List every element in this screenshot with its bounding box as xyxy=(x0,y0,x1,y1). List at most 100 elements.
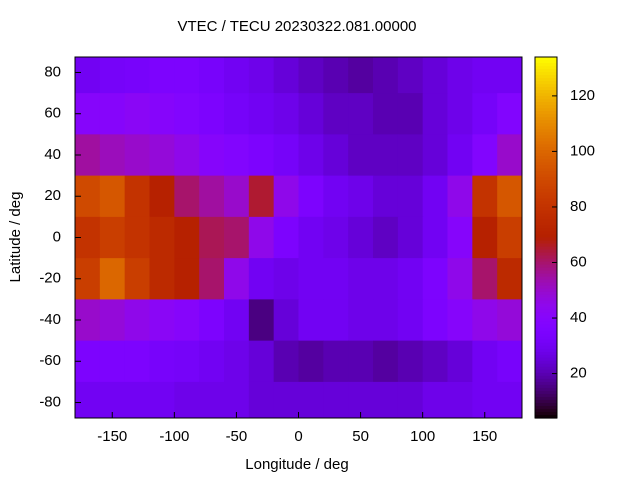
colorbar-band xyxy=(535,411,557,416)
heat-cell xyxy=(75,57,101,94)
heat-cell xyxy=(323,216,349,259)
x-tick-label: -150 xyxy=(97,428,127,445)
heat-cell xyxy=(149,299,175,342)
colorbar-band xyxy=(535,315,557,320)
heat-cell xyxy=(348,381,374,418)
heat-cell xyxy=(472,134,498,177)
heat-cell xyxy=(199,340,225,383)
heat-cell xyxy=(447,57,473,94)
colorbar-band xyxy=(535,345,557,350)
colorbar-band xyxy=(535,243,557,248)
heat-cell xyxy=(497,299,522,342)
heat-cell xyxy=(472,258,498,300)
heat-cell xyxy=(422,175,448,218)
heat-cell xyxy=(348,134,374,177)
y-tick-label: -80 xyxy=(39,393,61,410)
colorbar-band xyxy=(535,63,557,67)
heat-cell xyxy=(273,216,299,259)
heat-cell xyxy=(248,299,275,342)
heat-cell xyxy=(373,258,399,300)
heat-cell xyxy=(124,381,150,418)
heat-cell xyxy=(422,340,448,383)
heat-cell xyxy=(397,258,424,300)
heat-cell xyxy=(447,93,473,135)
colorbar-band xyxy=(535,162,557,166)
colorbar-band xyxy=(535,324,557,329)
heat-cell xyxy=(373,93,399,135)
heat-cell xyxy=(497,57,522,94)
colorbar-band xyxy=(535,93,557,97)
heat-cell xyxy=(447,381,473,418)
heat-cell xyxy=(149,258,175,300)
y-tick-label: 0 xyxy=(53,228,61,245)
heat-cell xyxy=(397,299,424,342)
colorbar-band xyxy=(535,189,557,193)
heat-cell xyxy=(124,340,150,383)
heat-cell xyxy=(273,340,299,383)
heat-cell xyxy=(348,93,374,135)
heat-cell xyxy=(224,175,250,218)
heat-cell xyxy=(248,258,275,300)
heat-cell xyxy=(447,175,473,218)
colorbar-band xyxy=(535,111,557,115)
colorbar-band xyxy=(535,108,557,112)
colorbar-band xyxy=(535,330,557,335)
colorbar-band xyxy=(535,333,557,338)
heat-cell xyxy=(472,216,498,259)
heat-cell xyxy=(348,299,374,342)
heat-cell xyxy=(248,340,275,383)
heat-cell xyxy=(447,216,473,259)
heat-cell xyxy=(373,216,399,259)
colorbar-tick-label: 20 xyxy=(570,365,587,382)
heat-cell xyxy=(199,93,225,135)
heat-cell xyxy=(248,381,275,418)
colorbar-band xyxy=(535,78,557,82)
heat-cell xyxy=(323,57,349,94)
colorbar-band xyxy=(535,66,557,70)
colorbar-band xyxy=(535,318,557,323)
colorbar-band xyxy=(535,336,557,341)
heat-cell xyxy=(174,381,200,418)
heat-cell xyxy=(99,340,126,383)
heat-cell xyxy=(174,340,200,383)
colorbar-band xyxy=(535,387,557,392)
heat-cell xyxy=(174,57,200,94)
colorbar-band xyxy=(535,294,557,299)
colorbar-band xyxy=(535,258,557,263)
heat-cell xyxy=(323,93,349,135)
heat-cell xyxy=(298,57,324,94)
chart-title: VTEC / TECU 20230322.081.00000 xyxy=(177,18,416,35)
heat-cell xyxy=(323,134,349,177)
colorbar-band xyxy=(535,201,557,206)
colorbar-band xyxy=(535,309,557,314)
heat-cell xyxy=(273,381,299,418)
heat-cell xyxy=(124,216,150,259)
heat-cell xyxy=(323,381,349,418)
heat-cell xyxy=(422,381,448,418)
colorbar-tick-label: 60 xyxy=(570,253,587,270)
heat-cell xyxy=(373,381,399,418)
heat-cell xyxy=(373,299,399,342)
colorbar-band xyxy=(535,267,557,272)
colorbar-band xyxy=(535,183,557,187)
heat-cell xyxy=(149,381,175,418)
colorbar-band xyxy=(535,348,557,353)
heat-cell xyxy=(422,134,448,177)
colorbar-band xyxy=(535,297,557,302)
heat-cell xyxy=(174,216,200,259)
heat-cell xyxy=(224,340,250,383)
heat-cell xyxy=(224,216,250,259)
colorbar-band xyxy=(535,303,557,308)
colorbar-band xyxy=(535,168,557,172)
heat-cell xyxy=(497,216,522,259)
colorbar-band xyxy=(535,141,557,145)
heat-cell xyxy=(248,216,275,259)
heat-cell xyxy=(224,381,250,418)
heat-cell xyxy=(224,299,250,342)
colorbar-band xyxy=(535,132,557,136)
colorbar-band xyxy=(535,210,557,215)
colorbar-band xyxy=(535,180,557,184)
heat-cell xyxy=(99,93,126,135)
heat-cell xyxy=(124,175,150,218)
colorbar-band xyxy=(535,216,557,221)
